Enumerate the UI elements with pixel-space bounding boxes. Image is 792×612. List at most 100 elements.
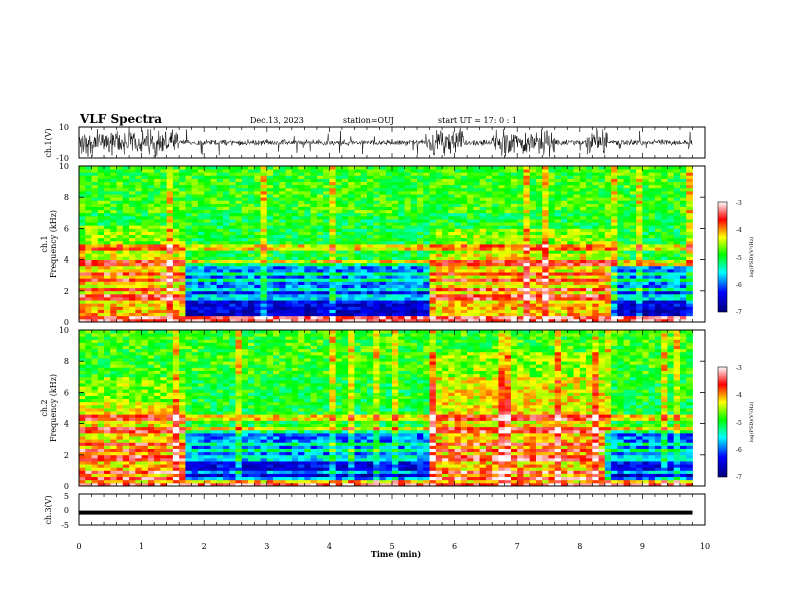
- spectrogram-cell: [398, 300, 405, 304]
- spectrogram-cell: [285, 256, 293, 260]
- spectrogram-cell: [373, 237, 380, 242]
- spectrogram-cell: [141, 178, 149, 182]
- spectrogram-cell: [429, 259, 437, 264]
- spectrogram-cell: [548, 315, 556, 320]
- spectrogram-cell: [341, 284, 349, 289]
- spectrogram-cell: [667, 194, 675, 198]
- spectrogram-cell: [254, 203, 261, 207]
- spectrogram-cell: [91, 187, 99, 192]
- spectrogram-cell: [235, 244, 243, 248]
- spectrogram-cell: [679, 268, 687, 273]
- spectrogram-cell: [197, 212, 205, 217]
- spectrogram-cell: [435, 197, 443, 201]
- spectrogram-cell: [554, 290, 562, 295]
- spectrogram-cell: [423, 194, 430, 198]
- spectrogram-cell: [611, 244, 618, 248]
- spectrogram-cell: [341, 166, 349, 170]
- spectrogram-cell: [222, 318, 230, 323]
- spectrogram-cell: [404, 203, 412, 207]
- spectrogram-cell: [567, 262, 574, 267]
- spectrogram-cell: [97, 318, 105, 323]
- spectrogram-cell: [435, 312, 443, 317]
- spectrogram-cell: [385, 300, 393, 304]
- spectrogram-cell: [604, 297, 612, 301]
- spectrogram-cell: [341, 309, 349, 314]
- spectrogram-cell: [648, 203, 656, 207]
- spectrogram-cell: [147, 272, 155, 276]
- spectrogram-cell: [373, 318, 380, 323]
- spectrogram-cell: [366, 234, 374, 239]
- spectrogram-cell: [273, 268, 280, 273]
- spectrogram-cell: [341, 250, 349, 254]
- spectrogram-cell: [492, 225, 499, 229]
- spectrogram-cell: [341, 318, 349, 323]
- spectrogram-cell: [316, 187, 324, 192]
- spectrogram-cell: [673, 265, 681, 270]
- spectrogram-cell: [310, 268, 318, 273]
- spectrogram-cell: [523, 240, 531, 245]
- spectrogram-cell: [216, 247, 224, 251]
- spectrogram-cell: [642, 259, 650, 264]
- spectrogram-cell: [523, 200, 531, 204]
- spectrogram-cell: [454, 184, 462, 189]
- spectrogram-cell: [654, 219, 662, 223]
- spectrogram-cell: [667, 175, 675, 179]
- spectrogram-cell: [398, 228, 405, 232]
- spectrogram-cell: [191, 318, 199, 323]
- spectrogram-cell: [392, 215, 399, 220]
- spectrogram-cell: [210, 244, 218, 248]
- spectrogram-cell: [304, 293, 312, 298]
- spectrogram-cell: [392, 315, 399, 320]
- spectrogram-cell: [341, 244, 349, 248]
- spectrogram-cell: [147, 187, 155, 192]
- spectrogram-cell: [360, 225, 368, 229]
- spectrogram-cell: [473, 281, 481, 285]
- spectrogram-cell: [435, 293, 443, 298]
- spectrogram-cell: [617, 290, 625, 295]
- spectrogram-cell: [467, 250, 474, 254]
- spectrogram-cell: [517, 281, 524, 285]
- spectrogram-cell: [179, 187, 186, 192]
- spectrogram-cell: [586, 256, 593, 260]
- spectrogram-cell: [567, 284, 574, 289]
- spectrogram-cell: [460, 290, 468, 295]
- spectrogram-cell: [542, 181, 549, 186]
- spectrogram-cell: [285, 187, 293, 192]
- spectrogram-cell: [235, 166, 243, 170]
- spectrogram-cell: [379, 222, 387, 226]
- spectrogram-cell: [467, 181, 474, 186]
- spectrogram-cell: [429, 272, 437, 276]
- spectrogram-cell: [467, 228, 474, 232]
- spectrogram-cell: [373, 297, 380, 301]
- spectrogram-cell: [85, 303, 92, 307]
- spectrogram-cell: [542, 278, 549, 282]
- spectrogram-cell: [329, 281, 337, 285]
- spectrogram-cell: [241, 312, 249, 317]
- spectrogram-cell: [648, 172, 656, 176]
- spectrogram-cell: [429, 312, 437, 317]
- spectrogram-cell: [485, 169, 493, 173]
- spectrogram-cell: [279, 250, 286, 254]
- spectrogram-cell: [85, 234, 92, 239]
- spectrogram-cell: [385, 278, 393, 282]
- spectrogram-cell: [642, 225, 650, 229]
- spectrogram-cell: [298, 306, 305, 310]
- spectrogram-cell: [172, 281, 180, 285]
- spectrogram-cell: [479, 300, 487, 304]
- spectrogram-cell: [185, 184, 193, 189]
- spectrogram-cell: [79, 215, 86, 220]
- spectrogram-cell: [611, 275, 618, 279]
- spectrogram-cell: [360, 194, 368, 198]
- spectrogram-cell: [673, 178, 681, 182]
- spectrogram-cell: [379, 203, 387, 207]
- spectrogram-cell: [460, 175, 468, 179]
- spectrogram-cell: [79, 476, 86, 481]
- spectrogram-cell: [241, 275, 249, 279]
- spectrogram-cell: [686, 312, 693, 317]
- spectrogram-cell: [229, 184, 236, 189]
- spectrogram-cell: [366, 312, 374, 317]
- spectrogram-cell: [172, 209, 180, 214]
- spectrogram-cell: [116, 231, 124, 236]
- spectrogram-cell: [204, 281, 211, 285]
- spectrogram-cell: [154, 222, 161, 226]
